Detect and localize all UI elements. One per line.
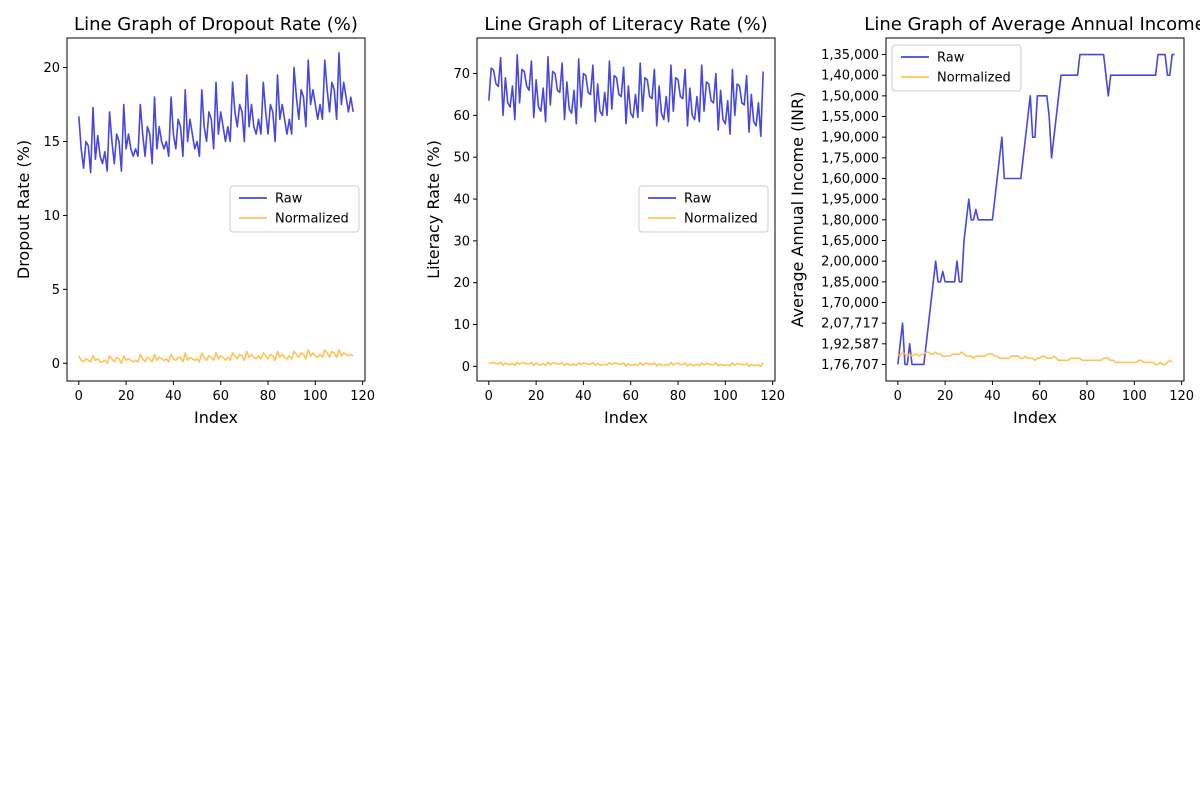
y-tick-label: 1,80,000 — [821, 213, 879, 228]
y-tick-label: 1,55,000 — [821, 110, 879, 125]
y-tick-label: 70 — [453, 67, 470, 82]
y-tick-label: 1,90,000 — [821, 131, 879, 146]
series-line-raw — [78, 51, 354, 174]
series-line-raw — [488, 53, 764, 138]
x-axis-title: Index — [1013, 408, 1057, 427]
y-tick-label: 1,95,000 — [821, 193, 879, 208]
y-tick-label: 1,50,000 — [821, 89, 879, 104]
y-tick-label: 1,40,000 — [821, 69, 879, 84]
x-tick-label: 120 — [760, 389, 785, 404]
legend-label-raw: Raw — [684, 192, 712, 207]
x-tick-label: 20 — [118, 389, 135, 404]
x-tick-label: 0 — [75, 389, 83, 404]
y-tick-label: 2,07,717 — [821, 317, 879, 332]
x-tick-label: 100 — [303, 389, 328, 404]
x-tick-label: 40 — [165, 389, 182, 404]
legend-label-normalized: Normalized — [684, 212, 758, 227]
y-tick-label: 1,35,000 — [821, 48, 879, 63]
plot-frame — [885, 37, 1185, 382]
x-tick-label: 120 — [350, 389, 375, 404]
chart-title: Line Graph of Dropout Rate (%) — [74, 14, 358, 35]
x-tick-label: 20 — [528, 389, 545, 404]
x-tick-label: 100 — [1122, 389, 1147, 404]
chart-panel-2: Line Graph of Literacy Rate (%) 0 20 40 60 80… — [424, 14, 785, 427]
x-tick-label: 40 — [984, 389, 1001, 404]
y-tick-label: 40 — [453, 193, 470, 208]
legend: Raw Normalized — [891, 44, 1022, 92]
x-axis-title: Index — [194, 408, 238, 427]
x-tick-label: 60 — [1031, 389, 1048, 404]
series-line-raw — [897, 53, 1175, 366]
y-tick-label: 10 — [43, 209, 60, 224]
series-line-normalized — [488, 361, 764, 368]
series-line-normalized — [897, 351, 1173, 366]
y-tick-label: 1,92,587 — [821, 337, 879, 352]
legend-label-raw: Raw — [937, 51, 965, 66]
y-axis-title: Dropout Rate (%) — [14, 140, 33, 279]
y-tick-label: 2,00,000 — [821, 255, 879, 270]
x-tick-label: 40 — [575, 389, 592, 404]
legend: Raw Normalized — [229, 185, 360, 233]
plot-frame — [476, 37, 776, 382]
x-tick-label: 100 — [713, 389, 738, 404]
y-tick-label: 20 — [453, 276, 470, 291]
x-tick-label: 60 — [622, 389, 639, 404]
y-axis-title: Average Annual Income (INR) — [788, 92, 807, 328]
x-axis-title: Index — [604, 408, 648, 427]
series-line-normalized — [78, 349, 354, 365]
x-tick-label: 80 — [1079, 389, 1096, 404]
legend-label-normalized: Normalized — [275, 212, 349, 227]
legend-label-normalized: Normalized — [937, 71, 1011, 86]
y-tick-label: 1,70,000 — [821, 296, 879, 311]
x-tick-label: 0 — [894, 389, 902, 404]
chart-panel-3: Line Graph of Average Annual Income 0 20 40… — [788, 14, 1200, 427]
y-tick-label: 50 — [453, 151, 470, 166]
y-tick-label: 20 — [43, 61, 60, 76]
chart-title: Line Graph of Average Annual Income — [864, 14, 1200, 35]
x-tick-label: 20 — [937, 389, 954, 404]
y-tick-label: 1,65,000 — [821, 234, 879, 249]
y-tick-label: 0 — [52, 357, 60, 372]
plot-frame — [66, 37, 366, 382]
y-tick-label: 30 — [453, 234, 470, 249]
x-tick-label: 80 — [260, 389, 277, 404]
y-tick-label: 1,75,000 — [821, 151, 879, 166]
x-tick-label: 0 — [485, 389, 493, 404]
legend-label-raw: Raw — [275, 192, 303, 207]
y-tick-label: 10 — [453, 318, 470, 333]
y-tick-label: 60 — [453, 109, 470, 124]
y-axis-title: Literacy Rate (%) — [424, 140, 443, 279]
y-tick-label: 1,85,000 — [821, 275, 879, 290]
chart-panel-1: Line Graph of Dropout Rate (%) 0 20 40 60 80 1… — [14, 14, 375, 427]
y-tick-label: 5 — [52, 283, 60, 298]
y-tick-label: 0 — [462, 360, 470, 375]
x-tick-label: 60 — [212, 389, 229, 404]
x-tick-label: 80 — [670, 389, 687, 404]
y-tick-label: 15 — [43, 135, 60, 150]
y-tick-label: 1,60,000 — [821, 172, 879, 187]
x-tick-label: 120 — [1169, 389, 1194, 404]
y-tick-label: 1,76,707 — [821, 358, 879, 373]
legend: Raw Normalized — [638, 185, 769, 233]
chart-title: Line Graph of Literacy Rate (%) — [484, 14, 767, 35]
